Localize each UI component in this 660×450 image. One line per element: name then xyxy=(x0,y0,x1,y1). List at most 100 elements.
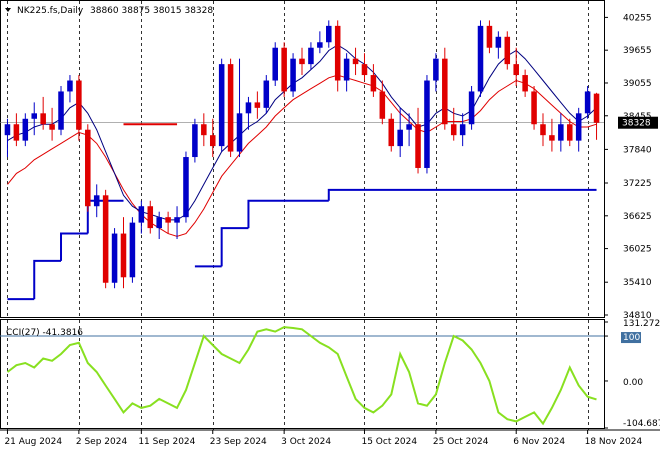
candle-body-15 xyxy=(138,206,145,223)
cci-line xyxy=(6,326,597,426)
candle-body-42 xyxy=(379,91,386,119)
stop-line-series xyxy=(7,123,597,301)
candle-body-43 xyxy=(388,118,395,147)
cci-indicator: 131.272 100 0.00 -104.687 xyxy=(0,319,660,429)
candle-body-22 xyxy=(201,124,207,136)
cci-tick-label-3: -104.687 xyxy=(623,419,660,429)
price-axis: 4025539655390553845537840372253662536025… xyxy=(0,13,658,321)
collapse-triangle-icon[interactable] xyxy=(5,8,11,12)
price-tick-label-2: 39055 xyxy=(623,79,652,89)
candle-body-63 xyxy=(566,124,573,141)
candle-body-0 xyxy=(4,124,11,136)
candle-body-18 xyxy=(165,217,171,223)
cci-tick-label-1: 100 xyxy=(623,333,640,343)
price-tick-label-8: 35410 xyxy=(623,278,652,288)
last-price-label-bg xyxy=(618,116,658,129)
candle-body-31 xyxy=(281,47,287,92)
time-tick-label-2: 11 Sep 2024 xyxy=(138,437,195,447)
price-tick-label-0: 40255 xyxy=(623,13,652,23)
candle-body-33 xyxy=(299,58,305,65)
candle-body-12 xyxy=(111,233,118,283)
candle-body-8 xyxy=(76,80,82,130)
candle-body-52 xyxy=(468,91,475,125)
candle-body-9 xyxy=(85,129,91,207)
candle-body-28 xyxy=(254,102,261,108)
moving-average-series xyxy=(7,44,597,237)
candle-body-47 xyxy=(424,80,430,168)
candle-body-17 xyxy=(156,217,162,229)
price-tick-label-9: 34810 xyxy=(623,311,652,321)
stop-segment-2 xyxy=(60,232,88,261)
stop-segment-1 xyxy=(33,259,62,300)
price-tick-label-7: 36025 xyxy=(623,245,652,255)
candle-body-44 xyxy=(397,129,403,147)
price-tick-label-1: 39655 xyxy=(623,46,652,56)
candle-body-41 xyxy=(370,75,377,92)
candle-body-58 xyxy=(522,75,528,92)
candle-body-50 xyxy=(450,124,457,136)
price-tick-label-5: 37225 xyxy=(623,179,652,189)
candle-body-64 xyxy=(575,113,582,141)
candle-body-26 xyxy=(236,113,243,152)
cci-title: CCI(27) -41.3816 xyxy=(6,328,83,338)
grid-lines xyxy=(7,1,589,430)
candle-body-38 xyxy=(343,58,350,81)
candle-body-30 xyxy=(272,47,278,81)
candle-body-16 xyxy=(147,206,154,229)
candle-body-48 xyxy=(433,58,439,81)
cci-panel-frame xyxy=(0,319,605,429)
candle-body-54 xyxy=(486,25,493,48)
candle-body-45 xyxy=(406,124,412,130)
time-axis: 21 Aug 2024 2 Sep 2024 11 Sep 2024 23 Sep 2… xyxy=(4,430,643,447)
candle-body-62 xyxy=(558,124,564,141)
candle-body-10 xyxy=(93,195,100,207)
candle-body-23 xyxy=(209,135,216,147)
cci-tick-label-0: 131.272 xyxy=(623,319,660,329)
candle-body-37 xyxy=(334,25,341,81)
candle-body-66 xyxy=(593,93,600,123)
candle-body-32 xyxy=(290,58,296,92)
stop-segment-8 xyxy=(327,188,597,201)
time-tick-label-3: 23 Sep 2024 xyxy=(210,437,267,447)
candle-body-3 xyxy=(31,113,38,119)
panel-frames xyxy=(0,0,660,431)
time-tick-label-8: 18 Nov 2024 xyxy=(585,437,643,447)
ma-slow-line xyxy=(7,74,597,237)
candle-body-19 xyxy=(174,217,180,223)
candle-body-5 xyxy=(49,124,55,130)
candle-body-4 xyxy=(40,113,46,125)
candle-body-60 xyxy=(540,124,546,136)
candle-body-21 xyxy=(192,124,198,158)
candle-body-11 xyxy=(102,195,109,283)
chart-title: NK225.fs,Daily xyxy=(17,6,84,16)
candle-body-39 xyxy=(352,58,359,65)
time-tick-label-6: 25 Oct 2024 xyxy=(433,437,489,447)
candle-body-61 xyxy=(549,135,555,141)
candle-body-27 xyxy=(245,102,252,114)
candle-body-2 xyxy=(22,118,29,141)
candle-body-56 xyxy=(504,36,511,65)
candle-body-59 xyxy=(531,91,537,125)
price-panel-frame xyxy=(0,0,605,318)
candle-body-51 xyxy=(459,124,466,136)
ohlc-readout: 38860 38875 38015 38328 xyxy=(90,6,213,16)
cci-ref-label-bg xyxy=(621,332,641,344)
titles: NK225.fs,Daily 38860 38875 38015 38328 C… xyxy=(5,6,213,338)
time-tick-label-1: 2 Sep 2024 xyxy=(76,437,128,447)
candle-body-55 xyxy=(495,36,502,48)
candle-body-49 xyxy=(442,58,448,125)
stop-segment-6 xyxy=(220,227,249,267)
candlestick-series xyxy=(4,20,600,289)
last-price-label: 38328 xyxy=(622,119,651,129)
candle-body-24 xyxy=(218,64,225,147)
candle-body-20 xyxy=(183,157,189,218)
candle-body-46 xyxy=(415,124,421,168)
price-tick-label-6: 36625 xyxy=(623,212,652,222)
time-tick-label-4: 3 Oct 2024 xyxy=(281,437,331,447)
stop-segment-7 xyxy=(247,199,329,229)
time-tick-label-7: 6 Nov 2024 xyxy=(513,437,565,447)
candle-body-36 xyxy=(326,25,332,43)
candle-body-53 xyxy=(477,25,484,92)
candle-body-29 xyxy=(263,80,270,108)
